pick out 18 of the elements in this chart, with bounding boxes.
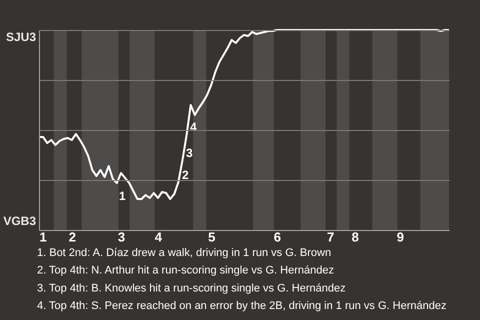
text: 4. Top 4th: S. Perez reached on an error by the 2B, driving in 1 run vs G. Hernández (37, 300, 446, 312)
x-tick-label: 1 (40, 230, 47, 244)
text: SJU3 (6, 30, 36, 44)
annotation: 2 (182, 168, 189, 182)
x-tick-label: 9 (396, 230, 404, 244)
x-tick-label: 7 (326, 230, 334, 244)
x-tick-label: 2 (68, 230, 76, 244)
text: 1. Bot 2nd: A. Díaz drew a walk, driving in 1 run vs G. Brown (37, 247, 332, 259)
x-tick-label: 8 (352, 230, 359, 244)
text: VGB3 (3, 214, 36, 228)
text: 3. Top 4th: B. Knowles hit a run-scoring single vs G. Hernández (37, 282, 346, 294)
annotation: 1 (119, 189, 126, 203)
x-tick-label: 6 (274, 230, 281, 244)
x-tick-label: 4 (154, 230, 163, 244)
text: 2. Top 4th: N. Arthur hit a run-scoring single vs G. Hernández (37, 264, 334, 277)
annotation: 3 (186, 146, 193, 160)
x-tick-label: 5 (208, 230, 216, 244)
x-tick-label: 3 (118, 230, 126, 244)
